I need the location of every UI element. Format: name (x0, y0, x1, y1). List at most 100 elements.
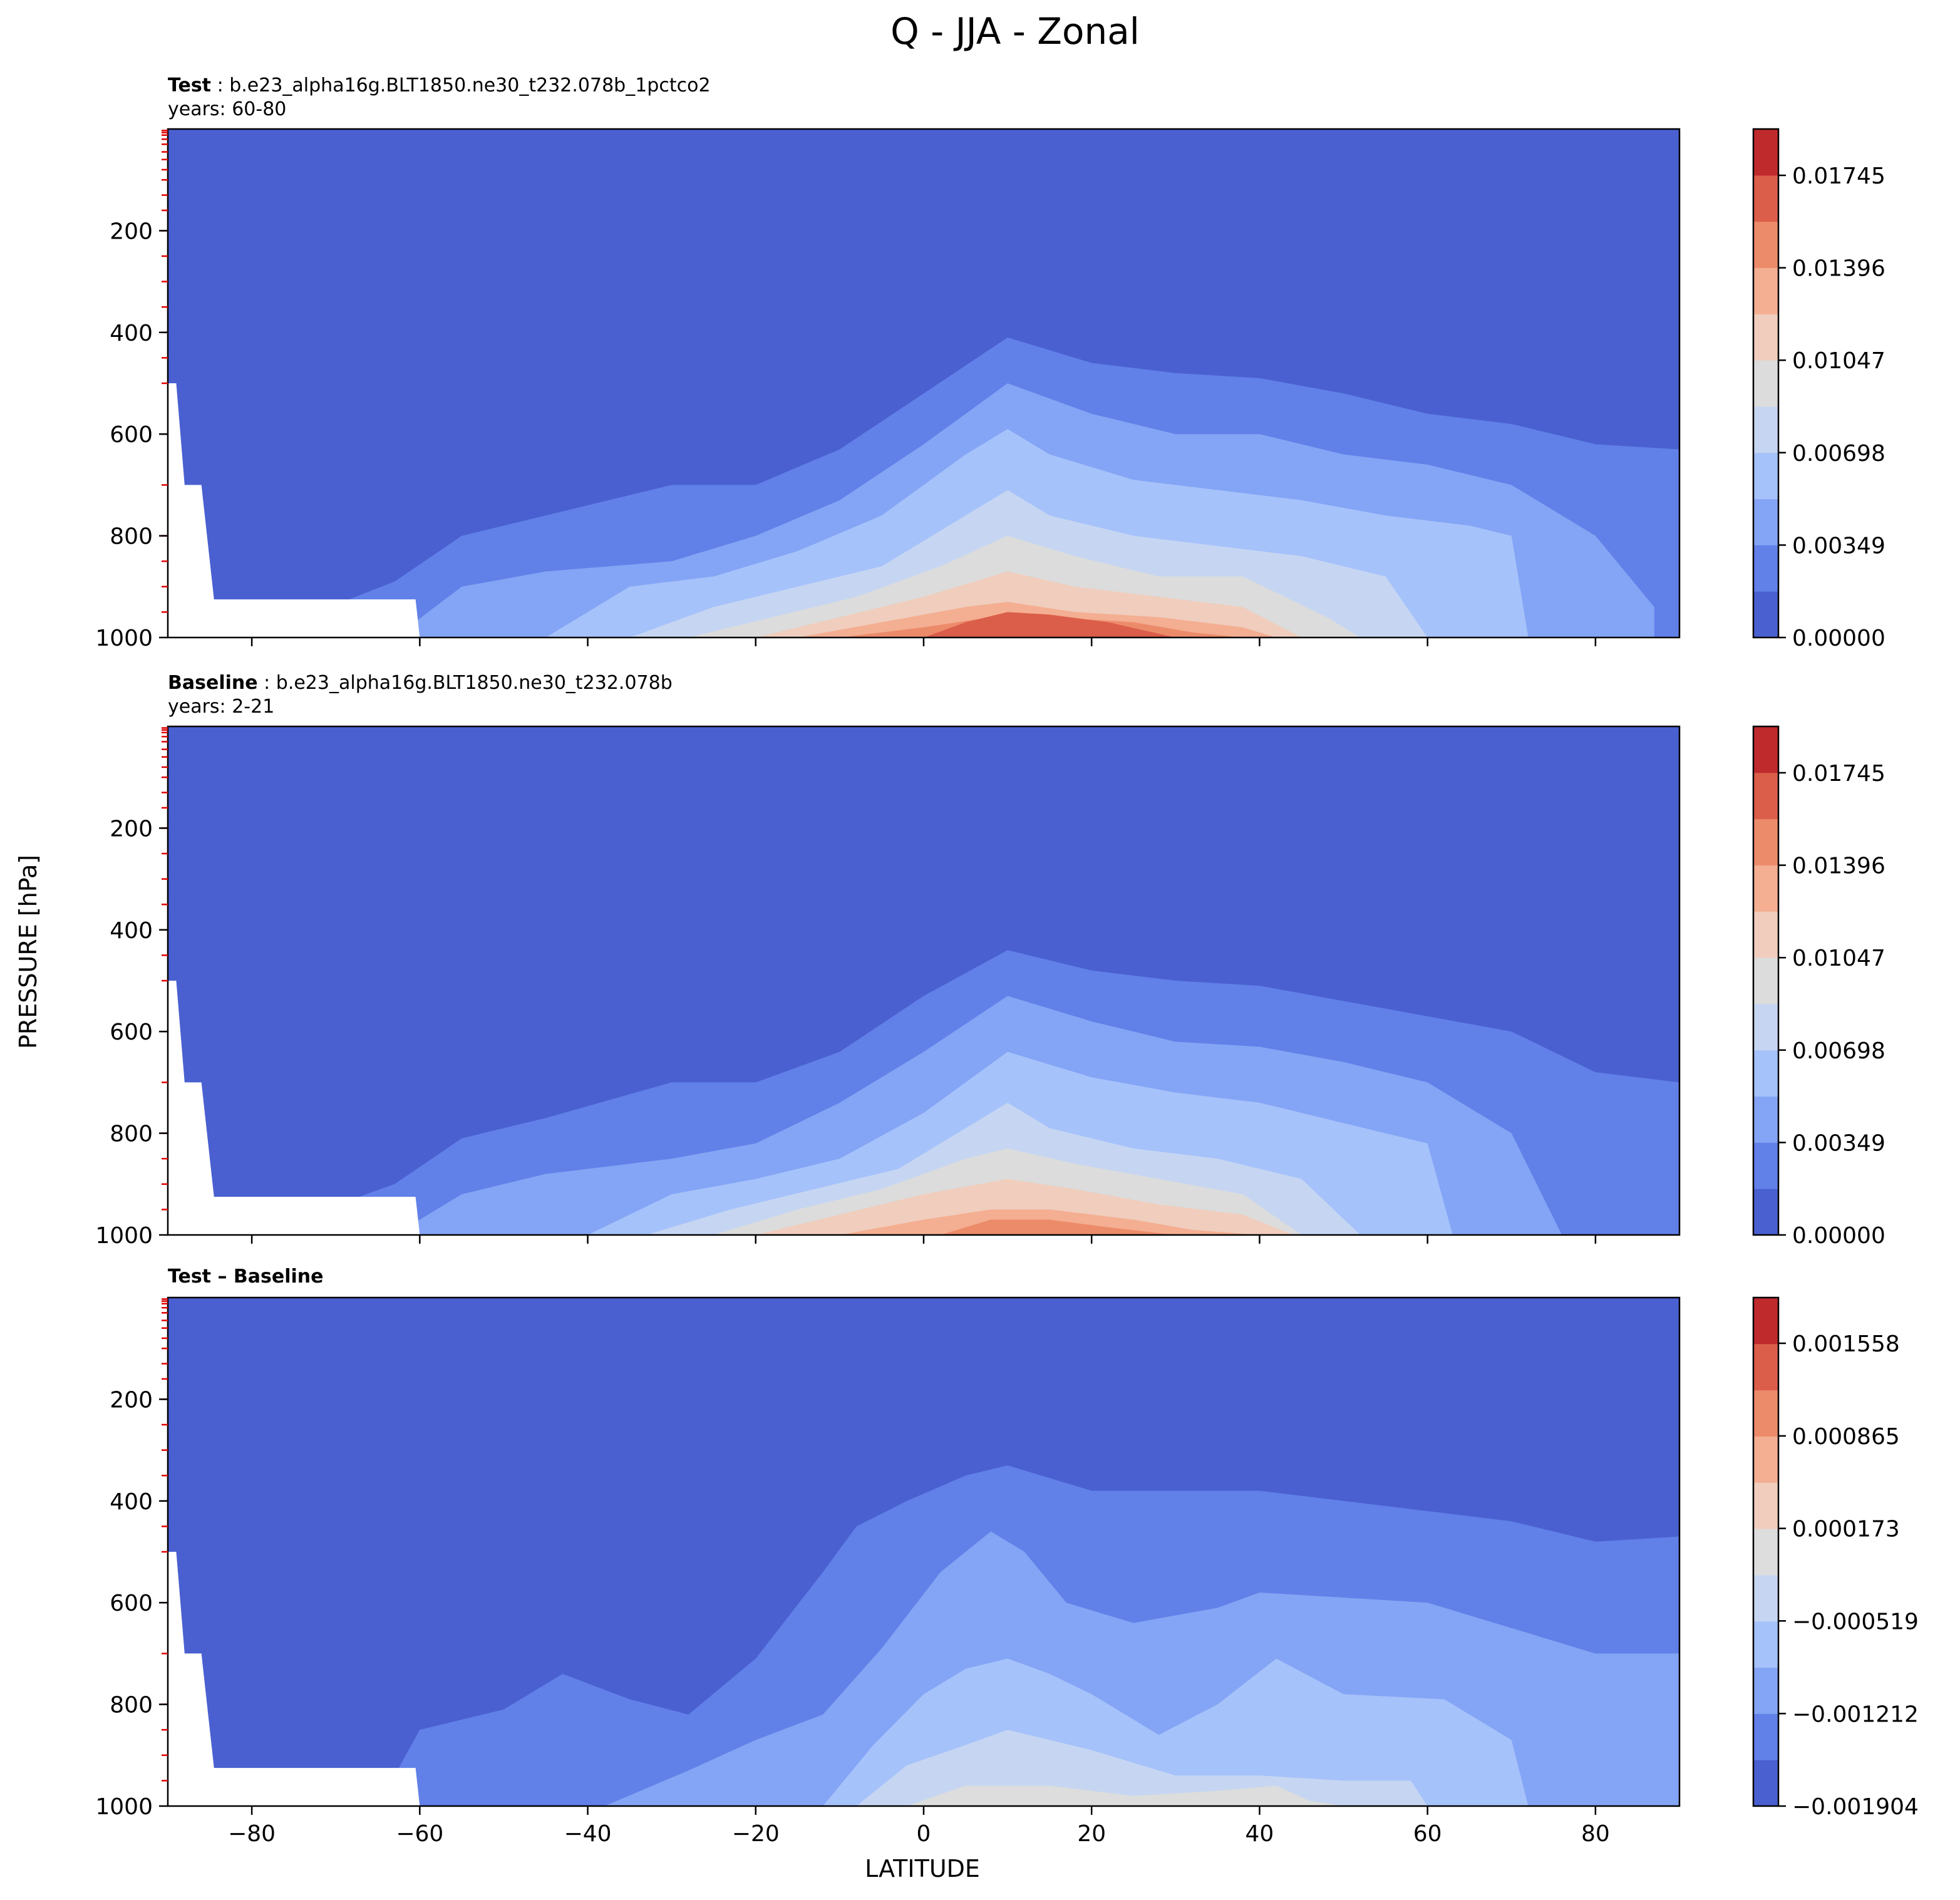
y-tick-label: 1000 (95, 1794, 153, 1820)
colorbar-segment (1753, 1713, 1778, 1760)
panels: Test : b.e23_alpha16g.BLT1850.ne30_t232.… (95, 75, 1919, 1847)
terrain-mask (168, 383, 420, 638)
figure-title: Q - JJA - Zonal (890, 10, 1140, 53)
colorbar-segment (1753, 314, 1778, 361)
colorbar-segment (1753, 1621, 1778, 1668)
contour-field (168, 726, 1679, 1235)
colorbar-segment (1753, 267, 1778, 314)
panel-title-bold: Baseline (168, 672, 258, 694)
colorbar-segment (1753, 1343, 1778, 1391)
x-tick-label: −20 (732, 1821, 780, 1847)
colorbar-tick-label: 0.01047 (1792, 946, 1885, 971)
colorbar-tick-label: 0.000173 (1792, 1517, 1900, 1542)
colorbar-segment (1753, 911, 1778, 958)
colorbar-tick-label: 0.01047 (1792, 348, 1885, 374)
colorbar-segment (1753, 1436, 1778, 1483)
panel-subtitle: years: 60-80 (168, 98, 286, 120)
contour-level-8 (940, 1219, 1176, 1235)
colorbar-segment (1753, 1142, 1778, 1189)
y-tick-label: 600 (110, 1591, 153, 1616)
colorbar-segment (1753, 221, 1778, 268)
colorbar-tick-label: 0.01396 (1792, 256, 1885, 282)
colorbar-segment (1753, 360, 1778, 407)
panel-title-rest: : b.e23_alpha16g.BLT1850.ne30_t232.078b (258, 672, 673, 694)
colorbar-segment (1753, 452, 1778, 500)
colorbar-tick-label: 0.00349 (1792, 1130, 1885, 1156)
colorbar-tick-label: 0.01745 (1792, 761, 1885, 787)
y-tick-label: 600 (110, 1020, 153, 1045)
colorbar-segment (1753, 1529, 1778, 1576)
terrain-mask (168, 981, 420, 1235)
colorbar-segment (1753, 591, 1778, 638)
panel-title: Test – Baseline (168, 1266, 324, 1288)
contour-level-6 (755, 1179, 1294, 1235)
colorbar-segment (1753, 406, 1778, 453)
colorbar-frame (1752, 1296, 1780, 1807)
colorbar-tick-label: 0.00000 (1792, 1223, 1885, 1249)
colorbar-segment (1753, 1760, 1778, 1807)
panel-subtitle: years: 2-21 (168, 696, 274, 718)
x-tick-label: 20 (1077, 1821, 1106, 1847)
x-tick-label: 60 (1413, 1821, 1442, 1847)
panel-title-rest: : b.e23_alpha16g.BLT1850.ne30_t232.078b_… (211, 75, 711, 96)
colorbar-tick-label: 0.000865 (1792, 1424, 1900, 1450)
contour-level-9 (924, 612, 1176, 638)
panel-baseline: Baseline : b.e23_alpha16g.BLT1850.ne30_t… (95, 672, 1885, 1249)
colorbar-frame (1752, 128, 1780, 639)
colorbar: 0.00000 0.00349 0.00698 0.01047 0.01396 0.017… (1752, 128, 1885, 651)
colorbar: −0.001904 −0.001212 −0.000519 0.000173 0.000… (1752, 1296, 1919, 1820)
colorbar-tick-label: −0.001212 (1792, 1701, 1919, 1727)
x-tick-label: 0 (917, 1821, 931, 1847)
contour-field (168, 129, 1679, 638)
x-tick-label: −80 (228, 1821, 276, 1847)
contour-field (168, 1298, 1679, 1806)
y-tick-label: 400 (110, 918, 153, 944)
colorbar-tick-label: 0.01396 (1792, 854, 1885, 879)
colorbar-segment (1753, 545, 1778, 592)
colorbar-segment (1753, 1096, 1778, 1143)
colorbar: 0.00000 0.00349 0.00698 0.01047 0.01396 0.017… (1752, 725, 1885, 1249)
colorbar-segment (1753, 1482, 1778, 1529)
colorbar-segment (1753, 1189, 1778, 1236)
x-tick-label: −60 (396, 1821, 443, 1847)
colorbar-tick-label: 0.00000 (1792, 626, 1885, 651)
colorbar-segment (1753, 175, 1778, 222)
x-tick-label: 80 (1581, 1821, 1610, 1847)
y-tick-label: 400 (110, 1489, 153, 1515)
x-axis-label: LATITUDE (865, 1855, 980, 1882)
colorbar-tick-label: 0.00698 (1792, 441, 1885, 467)
colorbar-segment (1753, 1003, 1778, 1051)
terrain-mask (168, 1552, 420, 1806)
colorbar-segment (1753, 865, 1778, 912)
y-tick-label: 800 (110, 524, 153, 550)
colorbar-segment (1753, 498, 1778, 545)
panel-title: Baseline : b.e23_alpha16g.BLT1850.ne30_t… (168, 672, 673, 694)
colorbar-tick-label: −0.001904 (1792, 1794, 1919, 1820)
colorbar-segment (1753, 1298, 1778, 1345)
y-axis-label: PRESSURE [hPa] (14, 855, 42, 1049)
panel-title-bold: Test – Baseline (168, 1266, 324, 1288)
colorbar-segment (1753, 1667, 1778, 1714)
colorbar-tick-label: −0.000519 (1792, 1609, 1919, 1634)
y-tick-label: 1000 (95, 1223, 153, 1249)
colorbar-tick-label: 0.001558 (1792, 1331, 1900, 1357)
panel-title-bold: Test (168, 75, 211, 96)
x-tick-label: −40 (564, 1821, 612, 1847)
panel-test: Test : b.e23_alpha16g.BLT1850.ne30_t232.… (95, 75, 1885, 651)
colorbar-segment (1753, 726, 1778, 773)
y-tick-label: 200 (110, 1387, 153, 1413)
y-tick-label: 800 (110, 1122, 153, 1147)
y-tick-label: 400 (110, 321, 153, 346)
contour-level-5 (907, 1785, 1344, 1806)
y-tick-label: 800 (110, 1693, 153, 1718)
colorbar-frame (1752, 725, 1780, 1236)
panel-title: Test : b.e23_alpha16g.BLT1850.ne30_t232.… (168, 75, 711, 96)
y-tick-label: 200 (110, 816, 153, 842)
colorbar-segment (1753, 129, 1778, 176)
y-tick-label: 600 (110, 422, 153, 448)
x-tick-label: 40 (1246, 1821, 1274, 1847)
y-tick-label: 200 (110, 219, 153, 244)
colorbar-segment (1753, 1574, 1778, 1622)
colorbar-tick-label: 0.00698 (1792, 1038, 1885, 1064)
